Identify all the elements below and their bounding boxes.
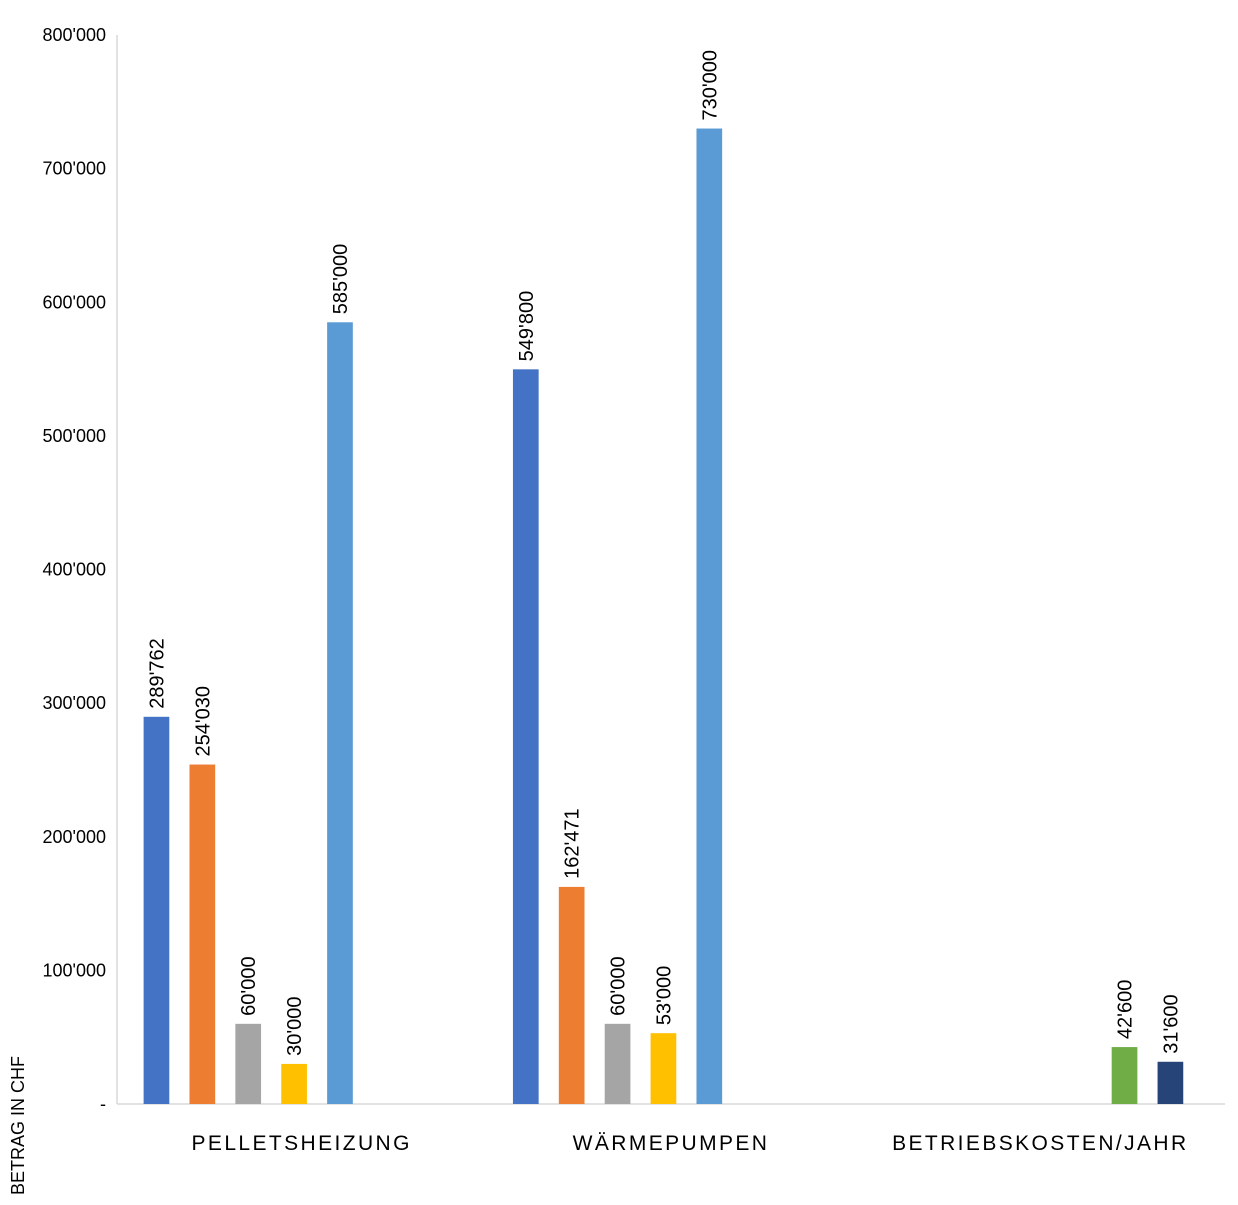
y-tick-label: 100'000: [42, 960, 106, 980]
bar: [558, 886, 585, 1104]
bars-group: 289'762 549'800 254'030 162'471 60'000 60'000…: [143, 50, 1184, 1105]
bar: [604, 1023, 631, 1104]
data-label: 549'800: [516, 291, 538, 362]
y-tick-label: 300'000: [42, 693, 106, 713]
x-category-label: BETRIEBSKOSTEN/JAHR: [892, 1132, 1188, 1155]
data-label: 289'762: [146, 638, 168, 709]
bar: [696, 128, 723, 1105]
y-tick-label: -: [100, 1094, 106, 1114]
data-label: 60'000: [608, 956, 630, 1015]
bar: [512, 369, 539, 1105]
data-label: 730'000: [699, 50, 721, 121]
bar: [281, 1063, 307, 1104]
bar: [1111, 1047, 1138, 1104]
y-tick-label: 400'000: [42, 560, 106, 580]
data-label: 162'471: [562, 808, 584, 879]
y-tick-label: 700'000: [42, 159, 106, 179]
bar: [650, 1033, 677, 1104]
data-label: 42'600: [1115, 980, 1137, 1039]
y-tick-label: 200'000: [42, 827, 106, 847]
y-tick-label: 500'000: [42, 426, 106, 446]
bar: [1157, 1061, 1184, 1104]
y-tick-labels: - 100'000 200'000 300'000 400'000 500'000 600'…: [42, 25, 106, 1114]
data-label: 53'000: [653, 966, 675, 1025]
y-tick-label: 600'000: [42, 292, 106, 312]
x-category-label: PELLETSHEIZUNG: [192, 1132, 412, 1155]
data-label: 30'000: [284, 996, 306, 1055]
bar: [143, 716, 170, 1104]
bar: [189, 764, 216, 1104]
bar: [235, 1023, 262, 1104]
x-category-label: WÄRMEPUMPEN: [573, 1132, 770, 1155]
data-label: 60'000: [238, 956, 260, 1015]
data-label: 254'030: [192, 686, 214, 757]
bar: [327, 322, 353, 1104]
y-tick-label: 800'000: [42, 25, 106, 45]
data-label: 31'600: [1160, 994, 1182, 1053]
x-category-labels: PELLETSHEIZUNG WÄRMEPUMPEN BETRIEBSKOSTEN/…: [192, 1132, 1188, 1155]
data-label: 585'000: [330, 244, 352, 315]
y-axis-title: BETRAG IN CHF: [8, 1056, 28, 1195]
